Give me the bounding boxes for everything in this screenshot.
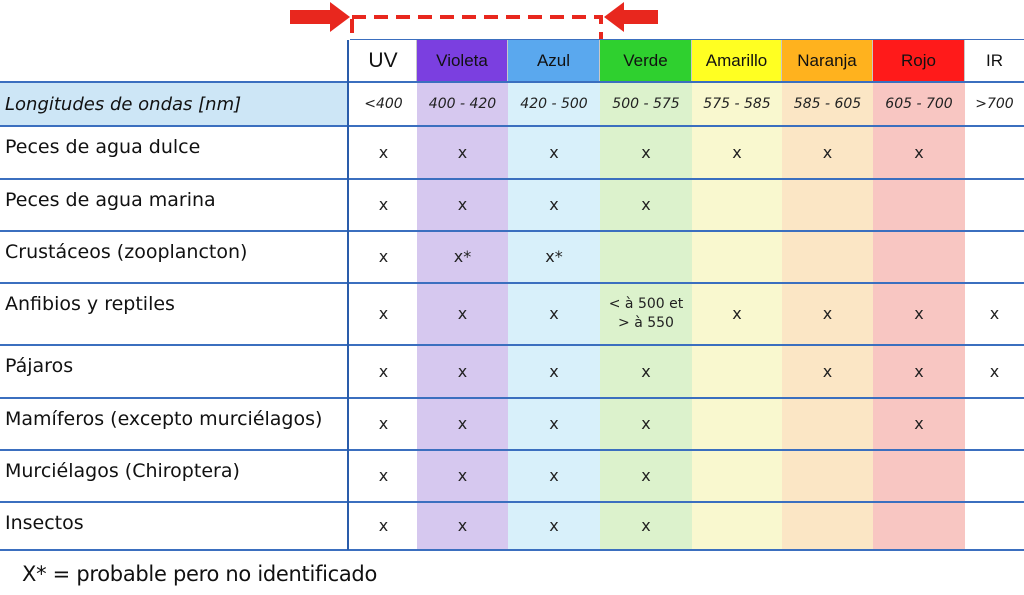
column-header: Violeta bbox=[417, 40, 508, 82]
table-cell-mark: x bbox=[378, 361, 389, 381]
table-cell-mark: x* bbox=[453, 247, 472, 266]
column-header: Naranja bbox=[782, 40, 873, 82]
row-divider bbox=[0, 344, 1024, 346]
table-bottom-border bbox=[0, 549, 1024, 551]
column-background bbox=[873, 82, 965, 550]
row-divider bbox=[0, 178, 1024, 180]
table-cell-mark: x bbox=[378, 304, 389, 323]
row-label: Murciélagos (Chiroptera) bbox=[5, 460, 240, 482]
column-header: Rojo bbox=[873, 40, 965, 82]
table-cell-mark: < à 500 et > à 550 bbox=[608, 296, 684, 331]
row-divider bbox=[0, 449, 1024, 451]
table-cell-mark: x bbox=[641, 195, 651, 214]
wavelength-range: 605 - 700 bbox=[885, 96, 953, 112]
table-cell-mark: x bbox=[641, 516, 651, 535]
row-label: Insectos bbox=[5, 512, 84, 534]
column-background bbox=[508, 82, 600, 550]
table-cell-mark: x bbox=[378, 516, 389, 535]
row-label: Peces de agua marina bbox=[5, 189, 216, 211]
table-cell-mark: x bbox=[641, 414, 651, 433]
row-divider bbox=[0, 501, 1024, 503]
column-background bbox=[350, 82, 417, 550]
arrow-left-icon bbox=[604, 2, 658, 32]
table-cell-mark: x bbox=[378, 142, 389, 162]
table-cell-mark: x bbox=[457, 195, 468, 214]
header-top-border bbox=[350, 39, 1024, 40]
table-cell-mark: x bbox=[457, 516, 468, 535]
table-cell-mark: x bbox=[457, 414, 468, 433]
row-label: Pájaros bbox=[5, 355, 74, 377]
column-separator bbox=[347, 40, 349, 550]
row-divider bbox=[0, 282, 1024, 284]
table-cell-mark: x bbox=[914, 414, 924, 433]
table-cell-mark: x bbox=[549, 304, 559, 323]
table-cell-mark: x bbox=[457, 361, 468, 381]
table-cell-mark: x bbox=[914, 304, 924, 323]
column-header: UV bbox=[350, 40, 417, 82]
range-header-label: Longitudes de ondas [nm] bbox=[0, 82, 347, 126]
row-label: Mamíferos (excepto murciélagos) bbox=[5, 408, 323, 430]
arrow-right-icon bbox=[290, 2, 350, 32]
table-cell-mark: x bbox=[732, 304, 742, 323]
column-header: Azul bbox=[508, 40, 600, 82]
row-label: Anfibios y reptiles bbox=[5, 293, 175, 315]
column-header: IR bbox=[965, 40, 1024, 82]
table-cell-mark: x bbox=[457, 304, 468, 323]
column-background bbox=[417, 82, 508, 550]
table-cell-mark: x bbox=[641, 142, 651, 162]
table-cell-mark: x bbox=[822, 304, 833, 323]
table-cell-mark: x bbox=[914, 142, 924, 162]
wavelength-range: 420 - 500 bbox=[520, 96, 588, 112]
row-divider bbox=[0, 81, 1024, 83]
wavelength-range: 500 - 575 bbox=[612, 96, 680, 112]
table-cell-mark: x bbox=[549, 195, 559, 214]
column-background bbox=[965, 82, 1024, 550]
table-cell-mark: x bbox=[914, 361, 924, 381]
table-cell-mark: x bbox=[641, 361, 651, 381]
table-cell-mark: x bbox=[822, 142, 833, 162]
row-label: Crustáceos (zooplancton) bbox=[5, 241, 248, 263]
wavelength-range: 400 - 420 bbox=[428, 96, 497, 112]
table-cell-mark: x bbox=[989, 304, 1000, 323]
table-cell-mark: x bbox=[378, 414, 389, 433]
legend-note: X* = probable pero no identificado bbox=[22, 562, 378, 586]
column-header: Amarillo bbox=[692, 40, 782, 82]
table-cell-mark: x bbox=[378, 195, 389, 214]
table-cell-mark: x bbox=[457, 142, 468, 162]
row-divider bbox=[0, 125, 1024, 127]
table-cell-mark: x bbox=[378, 247, 389, 266]
table-cell-mark: x bbox=[732, 142, 742, 162]
row-label: Peces de agua dulce bbox=[5, 136, 201, 158]
table-cell-mark: x bbox=[378, 466, 389, 485]
row-divider bbox=[0, 230, 1024, 232]
table-cell-mark: x bbox=[549, 361, 559, 381]
table-cell-mark: x* bbox=[545, 247, 563, 266]
table-cell-mark: x bbox=[549, 516, 559, 535]
table-cell-mark: x bbox=[457, 466, 468, 485]
column-background bbox=[600, 82, 692, 550]
column-background bbox=[692, 82, 782, 550]
table-cell-mark: x bbox=[641, 466, 651, 485]
column-header: Verde bbox=[600, 40, 692, 82]
column-background bbox=[782, 82, 873, 550]
table-cell-mark: x bbox=[549, 466, 559, 485]
table-cell-mark: x bbox=[989, 361, 1000, 381]
table-cell-mark: x bbox=[549, 414, 559, 433]
wavelength-range: 585 - 605 bbox=[793, 96, 862, 112]
row-divider bbox=[0, 397, 1024, 399]
table-cell-mark: x bbox=[549, 142, 559, 162]
wavelength-range: <400 bbox=[364, 96, 403, 112]
table-cell-mark: x bbox=[822, 361, 833, 381]
wavelength-range: >700 bbox=[975, 96, 1014, 112]
wavelength-range: 575 - 585 bbox=[703, 96, 771, 112]
